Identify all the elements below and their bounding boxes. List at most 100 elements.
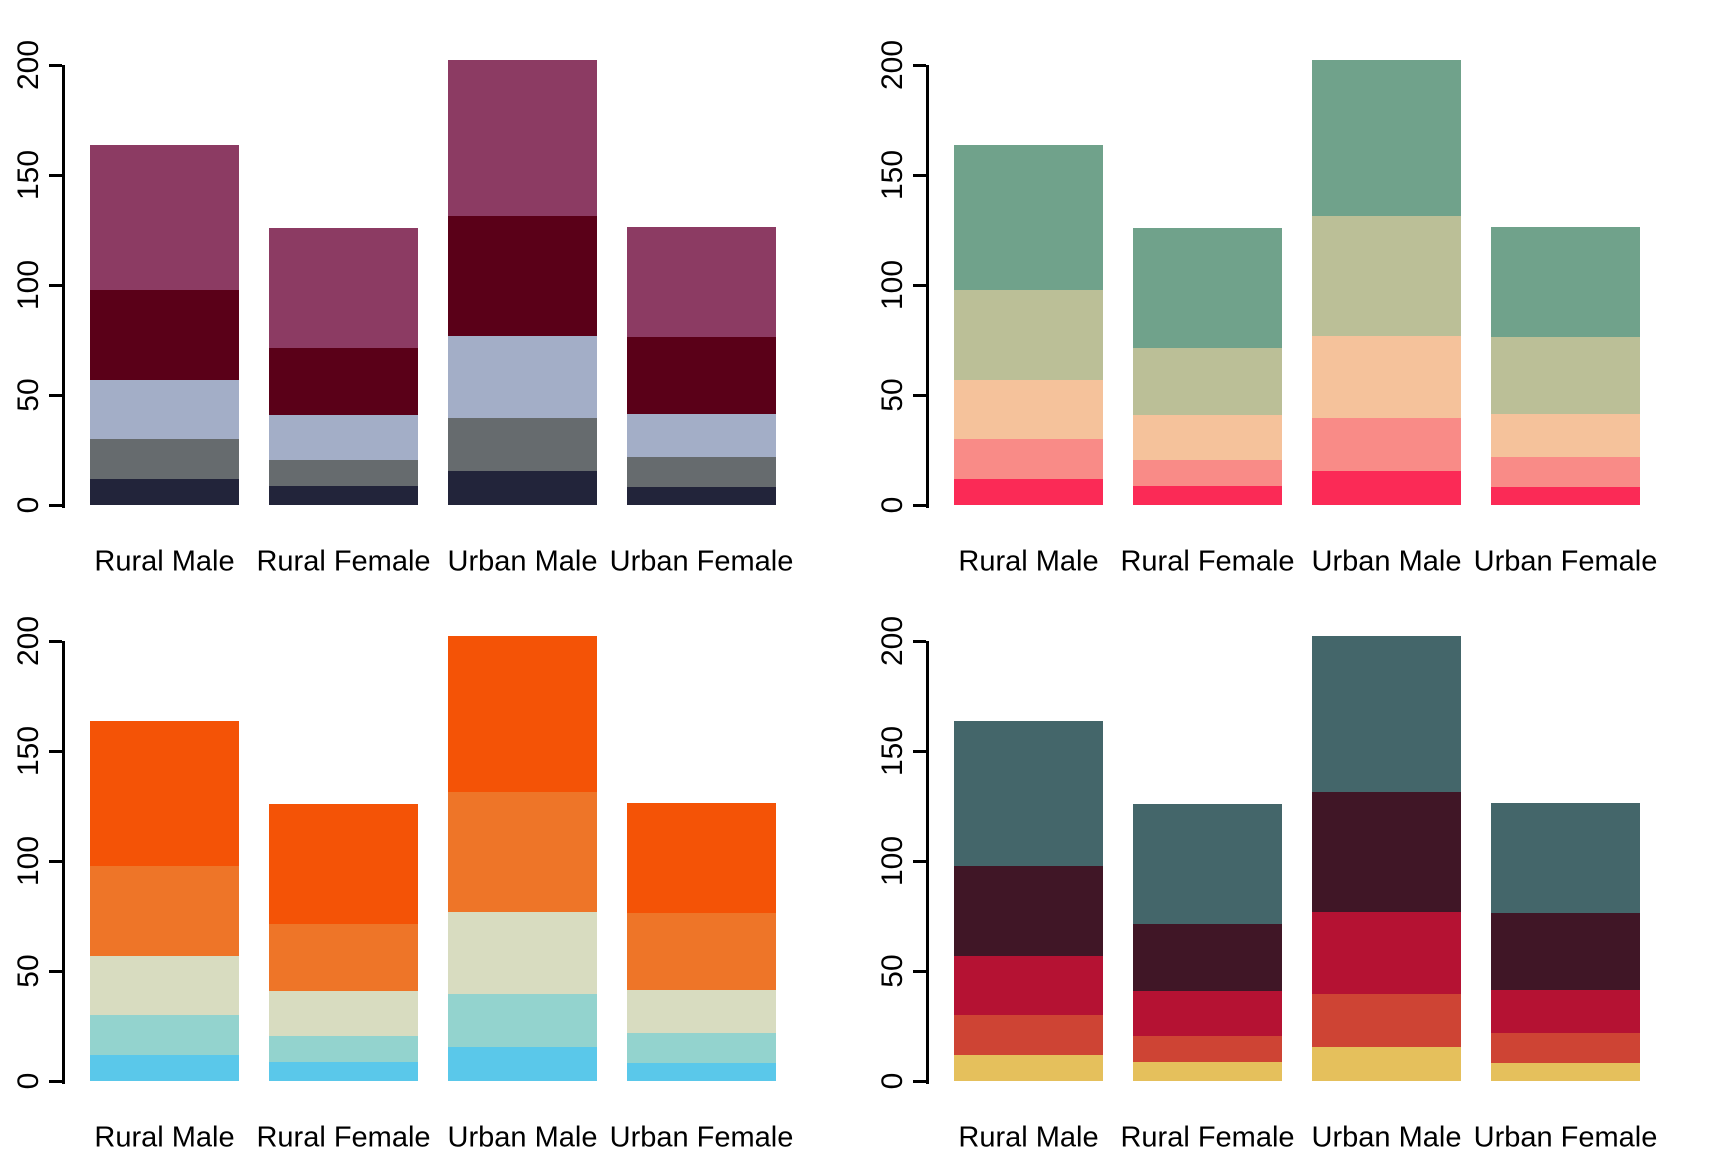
stacked-bar-urban-male	[448, 635, 597, 1081]
bar-segment-70-74	[1133, 228, 1282, 348]
stacked-bar-urban-male	[1312, 635, 1461, 1081]
x-category-label: Urban Female	[609, 1121, 794, 1154]
y-axis-line	[926, 65, 929, 508]
bar-segment-70-74	[954, 720, 1103, 867]
bar-segment-55-59	[90, 1015, 239, 1056]
bar-segment-55-59	[269, 460, 418, 486]
bar-segment-50-54	[269, 1061, 418, 1081]
bar-segment-50-54	[1133, 1061, 1282, 1081]
stacked-bar-rural-female	[1133, 804, 1282, 1081]
y-tick-label: 50	[12, 378, 45, 412]
bar-segment-55-59	[1312, 993, 1461, 1048]
bar-segment-50-54	[954, 479, 1103, 505]
bar-segment-65-69	[90, 866, 239, 957]
y-tick-label: 200	[12, 39, 45, 91]
bar-segment-60-64	[1312, 336, 1461, 418]
bar-segment-60-64	[90, 956, 239, 1016]
stacked-bar-rural-male	[954, 144, 1103, 505]
x-category-label: Urban Male	[1311, 545, 1462, 578]
y-axis-tick	[49, 393, 62, 397]
x-category-label: Urban Male	[447, 545, 598, 578]
bar-segment-60-64	[448, 912, 597, 994]
x-category-label: Urban Female	[609, 545, 794, 578]
bar-segment-65-69	[448, 792, 597, 913]
x-category-label: Urban Female	[1473, 1121, 1658, 1154]
bar-segment-50-54	[269, 485, 418, 505]
bar-segment-65-69	[269, 347, 418, 416]
panel-top-right: 0 50 100 150 200 Rural Male Rural Female Urban …	[864, 0, 1728, 576]
bar-segment-60-64	[90, 380, 239, 440]
bar-segment-65-69	[1133, 923, 1282, 992]
y-tick-label: 50	[876, 954, 909, 988]
y-tick-label: 50	[12, 954, 45, 988]
y-axis-tick	[913, 639, 926, 643]
y-tick-label: 150	[12, 149, 45, 201]
bar-segment-70-74	[627, 802, 776, 913]
bar-segment-65-69	[1491, 336, 1640, 415]
panel-top-left: 0 50 100 150 200 Rural Male Rural Female Urban …	[0, 0, 864, 576]
x-category-label: Rural Male	[94, 1121, 235, 1154]
y-axis-tick	[49, 63, 62, 67]
bar-segment-70-74	[1491, 226, 1640, 337]
bar-segment-50-54	[448, 471, 597, 505]
bar-segment-60-64	[627, 414, 776, 457]
bar-segment-70-74	[627, 226, 776, 337]
y-axis-line	[62, 641, 65, 1084]
stacked-bar-rural-female	[1133, 228, 1282, 505]
y-tick-label: 150	[876, 725, 909, 777]
bar-segment-55-59	[448, 417, 597, 472]
bar-segment-55-59	[1491, 456, 1640, 487]
bar-segment-55-59	[448, 993, 597, 1048]
y-tick-label: 0	[876, 496, 909, 514]
y-axis-line	[926, 641, 929, 1084]
bar-segment-55-59	[269, 1036, 418, 1062]
y-axis-tick	[913, 283, 926, 287]
bar-segment-60-64	[627, 990, 776, 1033]
bar-segment-60-64	[954, 380, 1103, 440]
bar-segment-55-59	[954, 439, 1103, 480]
bar-segment-55-59	[1312, 417, 1461, 472]
y-axis-tick	[913, 1079, 926, 1083]
bar-segment-55-59	[627, 1032, 776, 1063]
bar-segment-55-59	[1133, 460, 1282, 486]
y-axis-tick	[49, 283, 62, 287]
bar-segment-60-64	[1491, 990, 1640, 1033]
bar-segment-65-69	[627, 336, 776, 415]
bar-segment-55-59	[954, 1015, 1103, 1056]
bar-segment-55-59	[627, 456, 776, 487]
y-axis-tick	[913, 393, 926, 397]
bar-segment-65-69	[1133, 347, 1282, 416]
y-tick-label: 50	[876, 378, 909, 412]
stacked-bar-rural-female	[269, 228, 418, 505]
bar-segment-55-59	[90, 439, 239, 480]
bar-segment-50-54	[627, 486, 776, 505]
bar-segment-65-69	[1312, 792, 1461, 913]
x-category-label: Urban Male	[1311, 1121, 1462, 1154]
y-axis-tick	[49, 503, 62, 507]
x-category-label: Rural Male	[94, 545, 235, 578]
y-tick-label: 100	[12, 259, 45, 311]
y-axis-tick	[913, 859, 926, 863]
bar-segment-70-74	[448, 635, 597, 793]
bar-segment-60-64	[1312, 912, 1461, 994]
y-axis-tick	[49, 1079, 62, 1083]
y-axis-line	[62, 65, 65, 508]
bar-segment-50-54	[90, 1055, 239, 1081]
bar-segment-60-64	[269, 991, 418, 1037]
bar-segment-60-64	[1133, 991, 1282, 1037]
y-axis-tick	[49, 749, 62, 753]
bar-segment-70-74	[1312, 635, 1461, 793]
y-tick-label: 100	[876, 259, 909, 311]
bar-segment-50-54	[627, 1062, 776, 1081]
bar-segment-50-54	[1491, 486, 1640, 505]
x-category-label: Rural Male	[958, 545, 1099, 578]
y-axis-tick	[913, 63, 926, 67]
bar-segment-70-74	[1133, 804, 1282, 924]
x-category-label: Rural Female	[1120, 1121, 1295, 1154]
bar-segment-70-74	[90, 144, 239, 291]
stacked-bar-urban-female	[1491, 802, 1640, 1081]
bar-segment-70-74	[1491, 802, 1640, 913]
bar-segment-65-69	[1312, 216, 1461, 337]
bar-segment-60-64	[954, 956, 1103, 1016]
y-tick-label: 200	[876, 39, 909, 91]
